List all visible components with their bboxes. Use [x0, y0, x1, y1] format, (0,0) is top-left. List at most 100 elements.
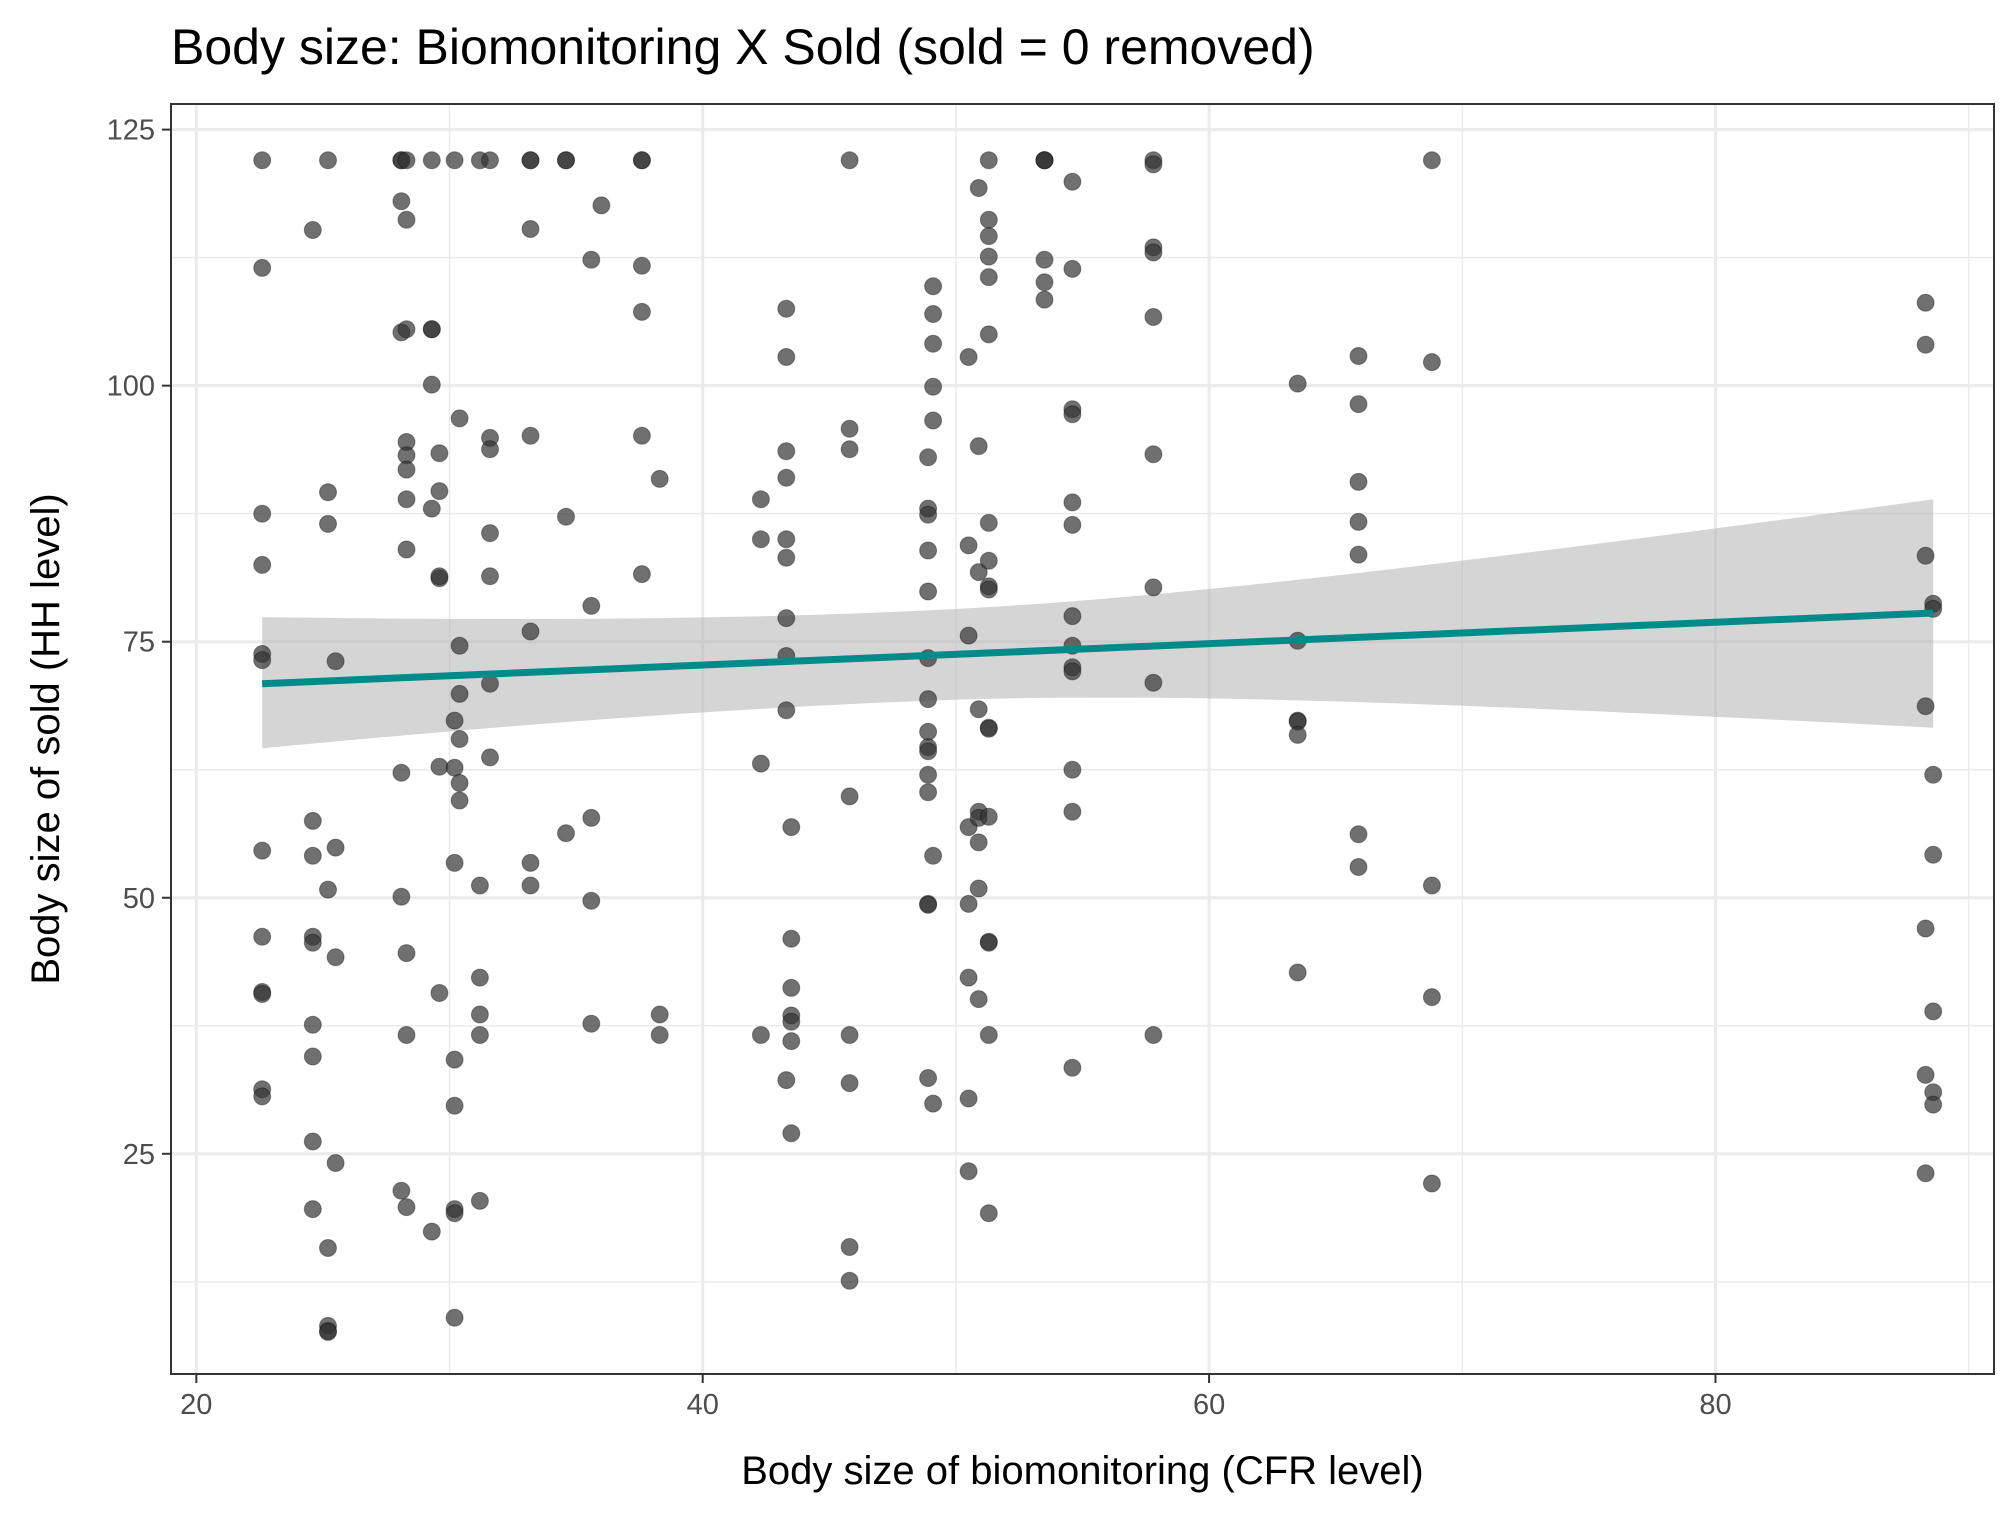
data-point	[319, 483, 337, 502]
y-tick-label: 75	[123, 627, 155, 659]
data-point	[1063, 259, 1082, 278]
data-point	[326, 838, 345, 857]
data-point	[445, 758, 464, 777]
data-point	[632, 565, 651, 584]
data-point	[1349, 825, 1368, 844]
data-point	[777, 299, 796, 318]
data-point	[1035, 151, 1054, 170]
data-point	[422, 151, 441, 170]
data-point	[959, 1162, 978, 1181]
data-point	[422, 499, 441, 518]
data-point	[632, 256, 651, 275]
data-point	[979, 1204, 998, 1223]
data-point	[959, 536, 978, 555]
x-axis-title: Body size of biomonitoring (CFR level)	[741, 1449, 1423, 1493]
data-point	[1063, 662, 1082, 681]
data-point	[1349, 545, 1368, 564]
data-point	[840, 1074, 859, 1093]
data-point	[969, 563, 988, 582]
data-point	[422, 1222, 441, 1241]
data-point	[919, 722, 938, 741]
data-point	[979, 580, 998, 599]
data-point	[326, 948, 345, 967]
data-point	[751, 1026, 770, 1044]
data-point	[979, 227, 998, 246]
data-point	[751, 754, 770, 773]
data-point	[969, 437, 988, 456]
data-point	[777, 442, 796, 461]
axes: 20 40 60 80 25 50 75 100 125	[107, 115, 1732, 1421]
fit-line-group	[262, 609, 1934, 688]
data-point	[521, 151, 540, 170]
data-point	[521, 622, 540, 641]
data-point	[303, 1047, 322, 1066]
data-point	[253, 504, 272, 523]
data-point	[557, 824, 575, 843]
data-point	[650, 1005, 669, 1024]
data-point	[470, 1005, 489, 1024]
data-point	[470, 1026, 489, 1044]
data-point	[1422, 353, 1441, 372]
data-point	[303, 221, 322, 239]
data-point	[326, 1154, 345, 1172]
data-point	[632, 302, 651, 321]
data-point	[979, 807, 998, 826]
data-point	[1349, 512, 1368, 531]
data-point	[1063, 1058, 1082, 1077]
data-point	[979, 325, 998, 344]
y-tick-label: 100	[107, 371, 155, 403]
data-point	[521, 853, 540, 872]
data-point	[924, 277, 943, 296]
data-point	[392, 763, 411, 782]
confidence-band	[262, 499, 1934, 749]
data-point	[430, 984, 449, 1002]
data-point	[919, 541, 938, 560]
data-point	[924, 846, 943, 865]
data-point	[1349, 347, 1368, 365]
data-point	[1063, 515, 1082, 534]
data-point	[303, 933, 322, 952]
x-tick-label: 20	[180, 1389, 212, 1421]
data-point	[840, 440, 859, 459]
data-point	[840, 419, 859, 438]
data-point	[1916, 1164, 1935, 1183]
data-point	[303, 1200, 322, 1219]
data-point	[445, 151, 464, 170]
grid-lines	[171, 104, 1994, 1374]
data-point	[1422, 1174, 1441, 1193]
data-point	[924, 305, 943, 323]
data-point	[1144, 578, 1163, 597]
data-point	[777, 468, 796, 487]
data-point	[1063, 405, 1082, 424]
data-point	[582, 250, 601, 269]
data-point	[303, 811, 322, 830]
data-point	[919, 582, 938, 601]
data-point	[840, 1271, 859, 1290]
data-point	[445, 1096, 464, 1115]
data-point	[919, 690, 938, 709]
data-point	[969, 833, 988, 852]
fit-line	[262, 609, 1934, 688]
confidence-band-group	[262, 499, 1934, 749]
data-point	[979, 551, 998, 570]
data-point	[445, 853, 464, 872]
data-point	[450, 409, 469, 428]
data-point	[430, 444, 449, 463]
data-point	[397, 490, 416, 509]
data-point	[470, 968, 489, 987]
data-point	[840, 787, 859, 806]
data-point	[1063, 607, 1082, 626]
data-point	[319, 1323, 337, 1341]
y-tick-label: 50	[123, 883, 155, 915]
data-point	[1144, 1026, 1163, 1044]
x-tick-label: 40	[687, 1389, 719, 1421]
data-point	[1349, 858, 1368, 876]
data-point	[924, 334, 943, 353]
data-point	[470, 876, 489, 895]
data-point	[979, 268, 998, 287]
data-point	[979, 719, 998, 738]
data-point	[1288, 963, 1307, 982]
data-point	[521, 426, 540, 445]
